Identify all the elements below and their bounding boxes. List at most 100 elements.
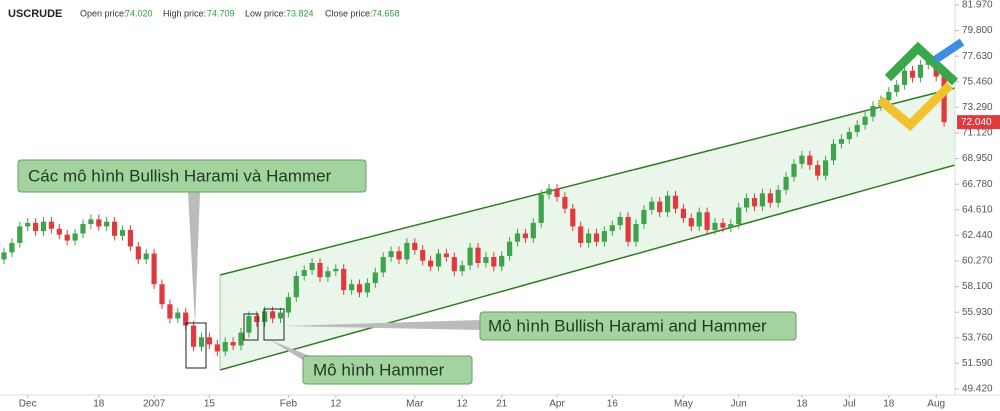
candle-body <box>791 163 797 177</box>
candle-body <box>633 224 639 242</box>
candle-body <box>846 132 852 140</box>
high-value: 74.709 <box>207 8 235 18</box>
x-tick-label: Jul <box>843 399 856 410</box>
candle-body <box>499 255 505 267</box>
callout-text: Các mô hình Bullish Harami và Hammer <box>28 166 332 185</box>
candle-body <box>254 316 260 322</box>
candle-body <box>364 283 370 293</box>
symbol: USCRUDE <box>8 8 62 20</box>
candle-body <box>609 225 615 232</box>
high-label: High price: <box>163 8 206 18</box>
candle-body <box>333 268 339 272</box>
candle-body <box>775 189 781 203</box>
candle-body <box>641 209 647 225</box>
candle-body <box>870 106 876 117</box>
candle-body <box>191 325 197 347</box>
candle-body <box>119 229 126 236</box>
callout-box <box>17 159 367 193</box>
candle-body <box>823 160 829 176</box>
candle-body <box>625 216 631 242</box>
candle-body <box>341 268 347 291</box>
candle-body <box>404 242 410 260</box>
y-tick-label: 53.760 <box>962 332 993 343</box>
logo-blue <box>932 38 965 64</box>
candle-body <box>104 221 110 227</box>
candle-body <box>688 218 694 227</box>
candle-body <box>151 253 157 285</box>
candle-body <box>728 224 734 228</box>
candle-body <box>309 262 315 271</box>
callout-text: Mô hình Hammer <box>313 360 445 379</box>
candle-body <box>96 219 102 227</box>
candle-body <box>443 253 449 258</box>
candle-body <box>522 233 528 239</box>
x-tick-label: Feb <box>280 399 298 410</box>
x-tick-label: 18 <box>883 399 895 410</box>
candle-body <box>198 337 205 347</box>
candle-body <box>428 260 434 267</box>
candle-body <box>562 196 568 209</box>
channel-lower <box>219 164 956 371</box>
candle-body <box>396 251 402 260</box>
open-label: Open price: <box>80 8 127 18</box>
candle-body <box>680 208 686 219</box>
y-tick-label: 66.780 <box>962 179 993 190</box>
candle-body <box>40 221 47 232</box>
logo-yellow <box>877 81 954 132</box>
candle-body <box>230 342 236 346</box>
candle-body <box>1 252 7 260</box>
candle-body <box>617 216 623 226</box>
candle-body <box>356 284 363 293</box>
low-value: 73.824 <box>286 8 314 18</box>
candle-body <box>317 262 323 278</box>
candle-body <box>451 257 457 272</box>
x-tick-label: Dec <box>19 399 37 410</box>
header: USCRUDE Open price: 74.020 High price: 7… <box>8 8 400 20</box>
x-tick-label: 12 <box>330 399 342 410</box>
candle-body <box>214 344 220 352</box>
candle-body <box>593 233 600 242</box>
candle-body <box>277 312 284 319</box>
candle-body <box>380 257 386 273</box>
candle-body <box>830 143 837 161</box>
logo <box>877 38 965 132</box>
close-value: 74.658 <box>372 8 400 18</box>
candle-body <box>9 242 15 253</box>
candle-body <box>262 311 268 322</box>
candle-body <box>649 201 655 210</box>
candle-body <box>902 70 908 85</box>
y-tick-label: 73.290 <box>962 102 993 113</box>
callout-pointer <box>188 192 200 325</box>
candle-body <box>301 270 307 276</box>
candle-body <box>767 193 773 203</box>
candle-body <box>862 116 868 125</box>
candle-body <box>135 246 141 260</box>
candle-body <box>507 241 513 256</box>
candle-body <box>325 271 331 278</box>
candle-body <box>159 284 165 305</box>
candle-body <box>712 222 718 230</box>
candle-body <box>578 226 584 243</box>
candle-body <box>759 193 765 207</box>
y-tick-label: 58.100 <box>962 281 993 292</box>
candle-body <box>238 332 244 346</box>
candle-body <box>475 247 481 263</box>
candle-body <box>744 198 750 208</box>
candle-body <box>143 253 149 260</box>
candle-body <box>657 201 663 213</box>
candle-body <box>33 222 39 232</box>
x-tick-label: 16 <box>607 399 619 410</box>
candle-body <box>80 224 86 234</box>
x-tick-label: Jun <box>731 399 747 410</box>
x-tick-label: Mar <box>406 399 424 410</box>
candle-body <box>799 155 805 164</box>
candle-body <box>56 228 62 235</box>
candle-body <box>514 233 521 242</box>
candle-body <box>246 316 252 333</box>
candle-body <box>167 304 173 319</box>
candle-body <box>285 297 291 313</box>
candle-body <box>222 342 228 352</box>
candle-body <box>420 250 426 261</box>
